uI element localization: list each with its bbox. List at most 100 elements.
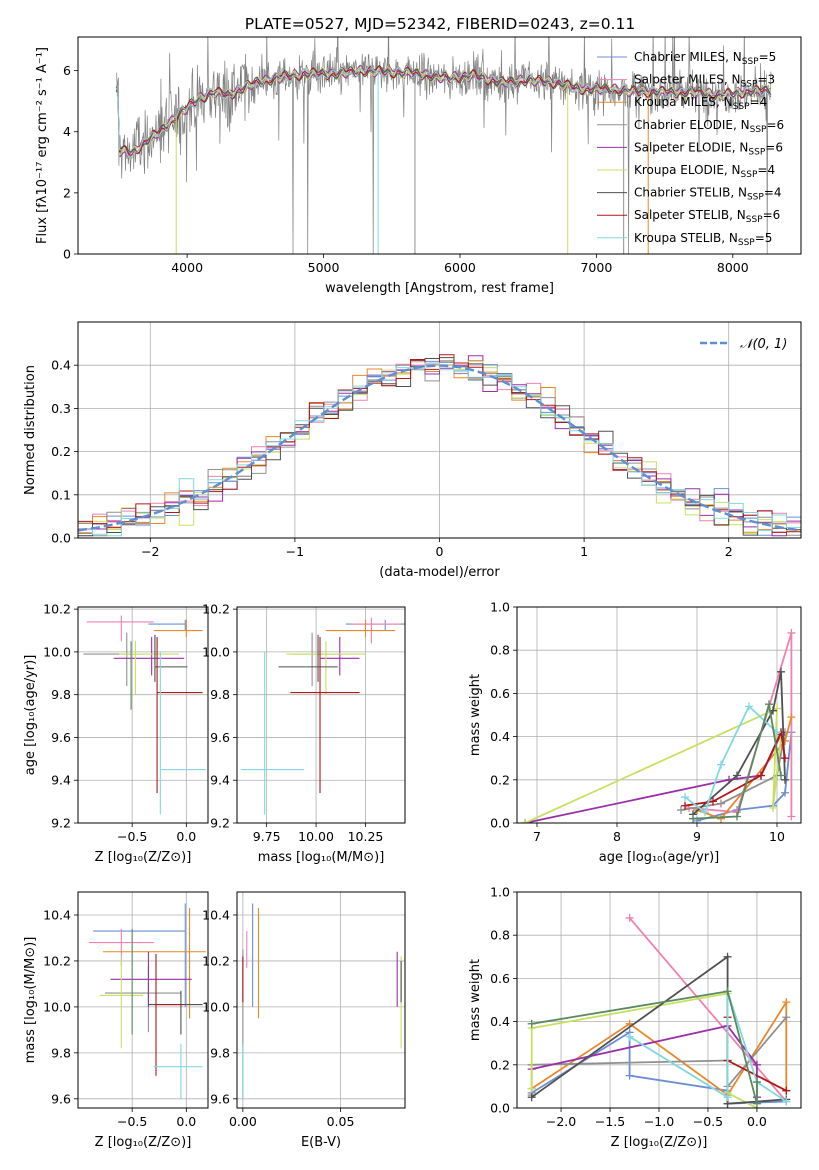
mass-weight-marker xyxy=(527,1019,536,1028)
y-tick-label: 9.4 xyxy=(210,773,230,788)
plot-area xyxy=(115,37,772,254)
mass-weight-marker xyxy=(625,1032,634,1041)
y-tick-label: 9.8 xyxy=(210,687,230,702)
gaussian-curve xyxy=(78,364,799,532)
y-axis-label: mass [log₁₀(M/M⊙)] xyxy=(23,937,38,1064)
legend-count: =3 xyxy=(757,73,775,87)
y-tick-label: 9.8 xyxy=(51,687,71,702)
plot-area xyxy=(527,913,791,1108)
legend-count: =5 xyxy=(759,50,777,64)
errorbar-point xyxy=(286,641,366,695)
x-tick-label: 0.00 xyxy=(229,1114,257,1129)
x-axis-label: E(B-V) xyxy=(301,1135,341,1150)
y-tick-label: 10.0 xyxy=(202,644,230,659)
x-tick-label: 10.25 xyxy=(348,829,384,844)
y-tick-label: 0.0 xyxy=(51,531,71,546)
y-tick-label: 0.8 xyxy=(490,643,510,658)
legend-count: =6 xyxy=(766,118,784,132)
y-tick-label: 10.4 xyxy=(202,907,230,922)
legend-count: =6 xyxy=(763,208,781,222)
y-tick-label: 10.2 xyxy=(43,953,71,968)
y-tick-label: 10.0 xyxy=(43,999,71,1014)
errorbar-point xyxy=(240,651,305,815)
errorbar-point xyxy=(119,641,179,695)
model-spectrum-line xyxy=(115,64,772,159)
errorbar-point xyxy=(148,619,186,631)
chart-massweight_vs_age: 7 8 9 10 0.0 0.2 0.4 0.6 0.8 1.0 age [log₁₀(age/yr… xyxy=(468,600,802,865)
mass-weight-marker xyxy=(757,771,765,780)
x-tick-label: 0 xyxy=(436,544,444,559)
mass-weight-marker xyxy=(752,1099,761,1108)
x-tick-label: −1.5 xyxy=(595,1114,625,1129)
mass-weight-marker xyxy=(787,812,796,821)
legend-count: =5 xyxy=(755,231,773,245)
legend-count: =6 xyxy=(765,140,783,154)
y-tick-label: 0.4 xyxy=(51,358,71,373)
y-tick-label: 0.8 xyxy=(490,928,510,943)
errorbar-point xyxy=(278,634,338,682)
x-tick-label: −0.5 xyxy=(117,1114,147,1129)
chart-age_vs_Z: −0.5 0.0 9.2 9.4 9.6 9.8 10.0 10.2 Z [log₁₀(Z/Z⊙… xyxy=(23,602,209,865)
y-axis-label: Normed distribution xyxy=(23,365,38,495)
plot-area xyxy=(83,615,206,815)
legend-label: Chabrier ELODIE, NSSP=6 xyxy=(634,118,784,135)
mass-weight-line xyxy=(628,917,787,1103)
legend-subscript: SSP xyxy=(748,147,765,157)
y-tick-label: 10.0 xyxy=(43,644,71,659)
y-tick-label: 0.2 xyxy=(490,772,510,787)
mass-weight-marker xyxy=(527,1093,536,1102)
mass-weight-marker xyxy=(717,799,725,808)
mass-weight-marker xyxy=(689,814,697,823)
x-axis-label: Z [log₁₀(Z/Z⊙)] xyxy=(95,1135,192,1150)
y-tick-label: 0.2 xyxy=(51,444,71,459)
legend-subscript: SSP xyxy=(738,238,755,248)
y-tick-label: 2 xyxy=(63,185,71,200)
legend-count: =4 xyxy=(764,186,782,200)
x-tick-label: −2 xyxy=(141,544,159,559)
x-tick-label: 5000 xyxy=(308,260,340,275)
x-tick-label: 7000 xyxy=(580,260,612,275)
x-tick-label: 8000 xyxy=(717,260,749,275)
y-tick-label: 0.4 xyxy=(490,1014,510,1029)
y-tick-label: 10.2 xyxy=(202,602,230,617)
y-tick-label: 9.8 xyxy=(210,1045,230,1060)
mass-weight-series xyxy=(689,700,785,823)
y-axis-label: age [log₁₀(age/yr)] xyxy=(23,655,38,776)
plot-area xyxy=(88,903,206,1099)
x-tick-label: 8 xyxy=(613,829,621,844)
errorbar-point xyxy=(113,636,185,676)
legend-subscript: SSP xyxy=(733,102,750,112)
mass-weight-marker xyxy=(709,797,717,806)
y-tick-label: 10.2 xyxy=(202,953,230,968)
errorbar-point xyxy=(156,636,203,794)
x-axis-label: wavelength [Angstrom, rest frame] xyxy=(325,281,554,296)
plot-area xyxy=(521,628,796,823)
chart-age_vs_mass: 9.75 10.00 10.25 9.2 9.4 9.6 9.8 10.0 10.2 mass [… xyxy=(202,602,406,865)
legend-label: Salpeter ELODIE, NSSP=6 xyxy=(634,140,783,157)
model-spectrum-line xyxy=(115,65,772,156)
mass-weight-marker xyxy=(723,952,732,961)
legend-count: =4 xyxy=(757,163,775,177)
mass-weight-marker xyxy=(752,1060,761,1069)
plot-area xyxy=(242,903,402,1099)
legend-count: =4 xyxy=(750,95,768,109)
chart-spectrum: 4000 5000 6000 7000 8000 0 2 4 6 wavelength [Angs… xyxy=(35,36,802,296)
mass-weight-series xyxy=(681,702,781,817)
legend-label: Chabrier MILES, NSSP=5 xyxy=(634,50,776,67)
mass-weight-marker xyxy=(521,819,529,823)
axes-frame xyxy=(236,891,406,1109)
y-tick-label: 0.6 xyxy=(490,686,510,701)
x-axis-label: Z [log₁₀(Z/Z⊙)] xyxy=(611,1135,708,1150)
mass-weight-series xyxy=(681,728,789,810)
legend-subscript: SSP xyxy=(741,170,758,180)
mass-weight-marker xyxy=(733,771,741,780)
mass-weight-marker xyxy=(745,702,753,711)
mass-weight-marker xyxy=(782,998,791,1007)
mass-weight-marker xyxy=(781,788,789,797)
mass-weight-line xyxy=(524,707,782,823)
errorbar-point xyxy=(102,908,206,1019)
mass-weight-marker xyxy=(782,1086,791,1095)
legend-subscript: SSP xyxy=(750,125,767,135)
